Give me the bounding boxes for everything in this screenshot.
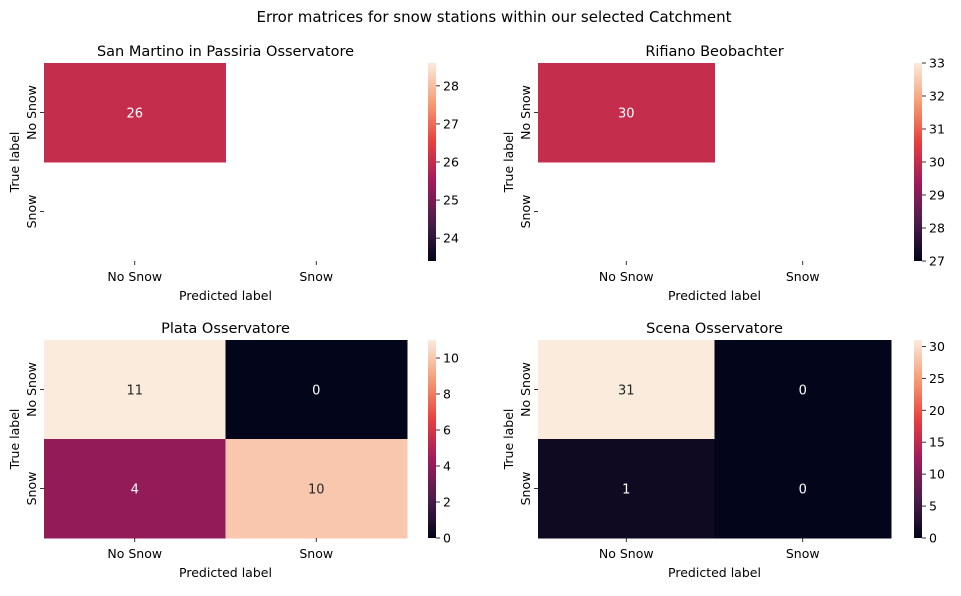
figure-suptitle: Error matrices for snow stations within …: [256, 8, 731, 26]
colorbar-tick-label: 30: [929, 155, 945, 170]
y-tick-label: Snow: [518, 195, 533, 229]
heatmap-panel-2: Rifiano Beobachter 30 No Snow Snow Predicted…: [501, 44, 945, 303]
x-tick-label: No Snow: [107, 546, 162, 561]
heatmap-cell: [225, 439, 408, 539]
y-tick-label: No Snow: [24, 362, 39, 417]
colorbar-tick-label: 30: [929, 339, 945, 354]
y-tick-label: No Snow: [24, 85, 39, 140]
colorbar-tick-label: 27: [929, 254, 945, 269]
colorbar-tick-label: 6: [443, 423, 451, 438]
colorbar-tick-label: 2: [443, 495, 451, 510]
colorbar-tick-label: 0: [443, 531, 451, 546]
cell-annotation: 26: [126, 107, 143, 122]
colorbar-tick-label: 28: [929, 221, 945, 236]
panel-title: Scena Osservatore: [646, 321, 783, 337]
panel-title: Plata Osservatore: [161, 321, 290, 337]
colorbar-tick-label: 5: [929, 499, 937, 514]
cell-annotation: 4: [131, 483, 139, 498]
colorbar-tick-label: 26: [443, 155, 459, 170]
cell-annotation: 0: [799, 483, 807, 498]
colorbar-tick-label: 31: [929, 122, 945, 137]
x-tick-label: Snow: [299, 269, 333, 284]
y-tick-label: Snow: [518, 472, 533, 506]
colorbar-tick-label: 25: [443, 193, 459, 208]
x-axis-label: Predicted label: [179, 288, 272, 303]
y-axis-label: True label: [501, 409, 516, 471]
cell-annotation: 1: [622, 483, 630, 498]
colorbar-tick-label: 15: [929, 435, 945, 450]
heatmap-cell: [714, 439, 892, 539]
heatmap-cell: [44, 63, 226, 163]
colorbar: [428, 340, 436, 538]
y-tick-label: No Snow: [518, 85, 533, 140]
cell-annotation: 11: [126, 384, 143, 399]
panel-title: San Martino in Passiria Osservatore: [97, 44, 354, 60]
cell-annotation: 31: [618, 384, 635, 399]
cell-annotation: 0: [312, 384, 320, 399]
x-tick-label: Snow: [786, 269, 820, 284]
y-tick-label: Snow: [24, 472, 39, 506]
x-tick-label: Snow: [786, 546, 820, 561]
heatmap-cell: [538, 439, 715, 539]
y-tick-label: No Snow: [518, 362, 533, 417]
colorbar-tick-label: 24: [443, 231, 459, 246]
x-tick-label: No Snow: [599, 269, 654, 284]
heatmap-cell: [714, 340, 892, 440]
colorbar-tick-label: 33: [929, 56, 945, 71]
x-axis-label: Predicted label: [668, 565, 761, 580]
heatmap-cell: [538, 63, 715, 163]
y-tick-label: Snow: [24, 195, 39, 229]
colorbar: [428, 63, 436, 261]
cell-annotation: 0: [799, 384, 807, 399]
heatmap-cell: [225, 340, 408, 440]
x-axis-label: Predicted label: [668, 288, 761, 303]
colorbar: [914, 340, 922, 538]
cell-annotation: 10: [308, 483, 325, 498]
colorbar-tick-label: 10: [443, 351, 459, 366]
colorbar-tick-label: 10: [929, 467, 945, 482]
colorbar-tick-label: 8: [443, 387, 451, 402]
colorbar-tick-label: 25: [929, 371, 945, 386]
panel-title: Rifiano Beobachter: [645, 44, 783, 60]
colorbar-tick-label: 29: [929, 188, 945, 203]
x-tick-label: No Snow: [599, 546, 654, 561]
colorbar: [914, 63, 922, 261]
colorbar-tick-label: 27: [443, 116, 459, 131]
heatmap-cell: [538, 340, 715, 440]
heatmap-panel-1: San Martino in Passiria Osservatore 26 No …: [7, 44, 459, 303]
colorbar-tick-label: 20: [929, 403, 945, 418]
cell-annotation: 30: [618, 107, 635, 122]
y-axis-label: True label: [7, 409, 22, 471]
x-axis-label: Predicted label: [179, 565, 272, 580]
x-tick-label: No Snow: [107, 269, 162, 284]
y-axis-label: True label: [501, 132, 516, 194]
x-tick-label: Snow: [299, 546, 333, 561]
y-axis-label: True label: [7, 132, 22, 194]
heatmap-panel-3: Plata Osservatore 11 0 4 10 No Snow Snow Predic…: [7, 321, 459, 580]
colorbar-tick-label: 32: [929, 89, 945, 104]
heatmap-cell: [44, 439, 226, 539]
colorbar-tick-label: 4: [443, 459, 451, 474]
heatmap-cell: [44, 340, 226, 440]
colorbar-tick-label: 28: [443, 78, 459, 93]
colorbar-tick-label: 0: [929, 531, 937, 546]
